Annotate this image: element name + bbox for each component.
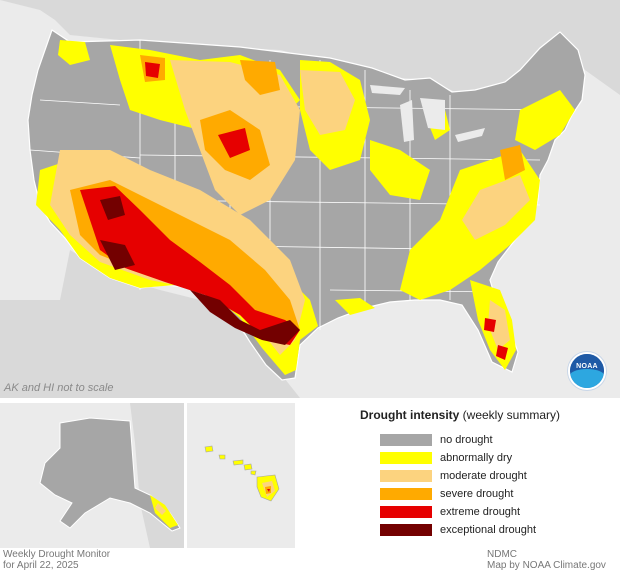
credit-date: for April 22, 2025 [3,560,79,571]
noaa-logo: NOAA [568,352,606,390]
legend-label: exceptional drought [440,524,537,536]
canada-land [0,0,620,98]
legend-label: moderate drought [440,470,527,482]
noaa-logo-text: NOAA [576,363,598,370]
legend-row: no drought [380,433,493,447]
legend-row: exceptional drought [380,523,536,537]
legend-row: abnormally dry [380,451,512,465]
alaska-inset [0,403,184,548]
legend-swatch [380,470,432,482]
credit-left: Weekly Drought Monitor for April 22, 202… [3,549,110,571]
hawaii-inset [187,403,295,548]
alaska-shape [39,417,181,532]
drought-d3 [80,62,508,360]
legend-swatch [380,488,432,500]
credit-title: Weekly Drought Monitor [3,549,111,560]
alaska-svg [39,403,184,548]
legend-label: severe drought [440,488,514,500]
hawaii-svg [204,445,280,502]
legend-swatch [380,506,432,518]
legend-row: severe drought [380,487,513,501]
credit-mapby: Map by NOAA Climate.gov [487,560,606,571]
legend-label: extreme drought [440,506,521,518]
legend: Drought intensity (weekly summary) no dr… [298,403,620,548]
hawaii-d3 [267,489,270,492]
drought-map: AK and HI not to scale NOAA [0,0,620,398]
legend-label: no drought [440,434,493,446]
alaska-neighbor-land [130,403,184,548]
legend-title: Drought intensity (weekly summary) [360,408,560,422]
legend-title-main: Drought intensity [360,408,460,422]
drought-d4 [100,196,300,345]
legend-label: abnormally dry [440,452,513,464]
credit-source: NDMC [487,549,517,560]
inset-scale-note: AK and HI not to scale [4,382,114,394]
mexico-land [0,250,300,398]
conus-map-svg [0,0,620,398]
credit-right: NDMC Map by NOAA Climate.gov [487,549,606,571]
legend-swatch [380,524,432,536]
alaska-d1 [155,503,166,515]
legend-swatch [380,434,432,446]
legend-title-sub: (weekly summary) [462,408,561,422]
great-lakes [370,85,485,142]
legend-swatch [380,452,432,464]
legend-row: moderate drought [380,469,527,483]
legend-row: extreme drought [380,505,520,519]
